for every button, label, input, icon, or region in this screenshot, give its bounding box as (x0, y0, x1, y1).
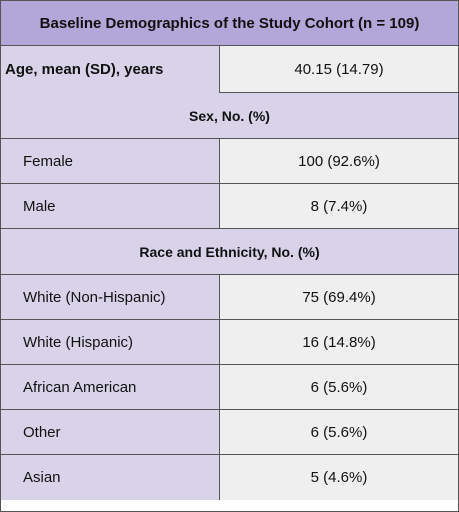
age-value: 40.15 (14.79) (220, 46, 458, 92)
sex-section-heading: Sex, No. (%) (1, 93, 458, 139)
row-value: 6 (5.6%) (220, 410, 458, 454)
row-value: 16 (14.8%) (220, 320, 458, 364)
age-label: Age, mean (SD), years (1, 46, 220, 93)
table-row-male: Male 8 (7.4%) (1, 184, 458, 229)
row-value: 6 (5.6%) (220, 365, 458, 409)
table-row-female: Female 100 (92.6%) (1, 139, 458, 184)
row-label: Asian (1, 455, 220, 500)
row-value: 100 (92.6%) (220, 139, 458, 183)
row-label: Other (1, 410, 220, 454)
table-row-white-non-hispanic: White (Non-Hispanic) 75 (69.4%) (1, 275, 458, 320)
table-row-white-hispanic: White (Hispanic) 16 (14.8%) (1, 320, 458, 365)
table-row-other: Other 6 (5.6%) (1, 410, 458, 455)
table-title: Baseline Demographics of the Study Cohor… (1, 1, 458, 46)
row-label: Male (1, 184, 220, 228)
row-label: Female (1, 139, 220, 183)
age-row: Age, mean (SD), years 40.15 (14.79) (1, 46, 458, 93)
row-label: White (Hispanic) (1, 320, 220, 364)
race-section-heading: Race and Ethnicity, No. (%) (1, 229, 458, 275)
row-value: 8 (7.4%) (220, 184, 458, 228)
row-value: 75 (69.4%) (220, 275, 458, 319)
row-value: 5 (4.6%) (220, 455, 458, 500)
row-label: African American (1, 365, 220, 409)
table-row-african-american: African American 6 (5.6%) (1, 365, 458, 410)
table-row-asian: Asian 5 (4.6%) (1, 455, 458, 500)
row-label: White (Non-Hispanic) (1, 275, 220, 319)
